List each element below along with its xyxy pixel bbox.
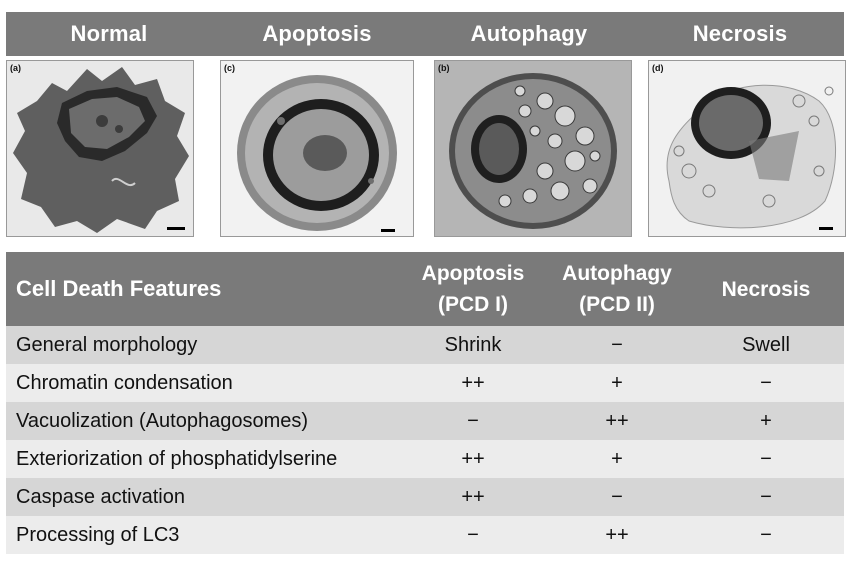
feature-cell: Processing of LC3 [16,523,180,546]
autophagy-cell-image [435,61,631,236]
panel-label-d: (d) [652,63,664,73]
micrograph-necrosis: (d) [648,60,846,237]
apoptosis-cell: − [467,409,479,432]
feature-cell: Chromatin condensation [16,371,233,394]
apoptosis-cell: Shrink [444,333,502,356]
micrograph-autophagy: (b) [434,60,632,237]
micrograph-apoptosis: (c) [220,60,414,237]
panel-label-c: (c) [224,63,235,73]
panel-header-bar: Normal Apoptosis Autophagy Necrosis [6,12,844,56]
panel-label-a: (a) [10,63,21,73]
necrosis-cell: + [760,409,772,432]
header-apoptosis-line2: (PCD I) [438,293,508,316]
table-row: Processing of LC3 − ++ − [6,516,844,554]
feature-cell: Exteriorization of phosphatidylserine [16,447,338,470]
panel-title-apoptosis: Apoptosis [262,21,372,46]
autophagy-cell: ++ [605,523,629,546]
table-row: Chromatin condensation ++ + − [6,364,844,402]
table-header: Cell Death Features Apoptosis (PCD I) Au… [6,252,844,326]
header-autophagy: Autophagy (PCD II) [546,252,688,326]
necrosis-cell: − [760,523,772,546]
apoptosis-cell-image [221,61,413,236]
necrosis-cell-image [649,61,845,236]
apoptosis-cell: ++ [461,447,485,470]
apoptosis-cell: ++ [461,485,485,508]
panel-title-necrosis: Necrosis [692,21,788,46]
feature-cell: Vacuolization (Autophagosomes) [16,409,309,432]
apoptosis-cell: − [467,523,479,546]
necrosis-cell: − [760,447,772,470]
feature-cell: General morphology [16,333,198,356]
autophagy-cell: − [611,333,623,356]
header-necrosis: Necrosis [721,277,811,301]
table-row: Caspase activation ++ − − [6,478,844,516]
header-apoptosis-line1: Apoptosis [421,262,525,285]
feature-cell: Caspase activation [16,485,185,508]
header-apoptosis: Apoptosis (PCD I) [400,252,546,326]
micrograph-normal: (a) [6,60,194,237]
necrosis-cell: − [760,371,772,394]
autophagy-cell: − [611,485,623,508]
header-features: Cell Death Features [16,276,222,301]
header-autophagy-line1: Autophagy [562,262,672,285]
panel-title-normal: Normal [70,21,148,46]
panel-label-b: (b) [438,63,450,73]
autophagy-cell: + [611,447,623,470]
necrosis-cell: Swell [742,333,790,356]
normal-cell-image [7,61,193,236]
autophagy-cell: + [611,371,623,394]
autophagy-cell: ++ [605,409,629,432]
table-row: Vacuolization (Autophagosomes) − ++ + [6,402,844,440]
header-autophagy-line2: (PCD II) [579,293,655,316]
panel-title-autophagy: Autophagy [470,21,588,46]
necrosis-cell: − [760,485,772,508]
apoptosis-cell: ++ [461,371,485,394]
table-row: Exteriorization of phosphatidylserine ++… [6,440,844,478]
cell-death-features-table: Cell Death Features Apoptosis (PCD I) Au… [6,252,844,554]
table-row: General morphology Shrink − Swell [6,326,844,364]
